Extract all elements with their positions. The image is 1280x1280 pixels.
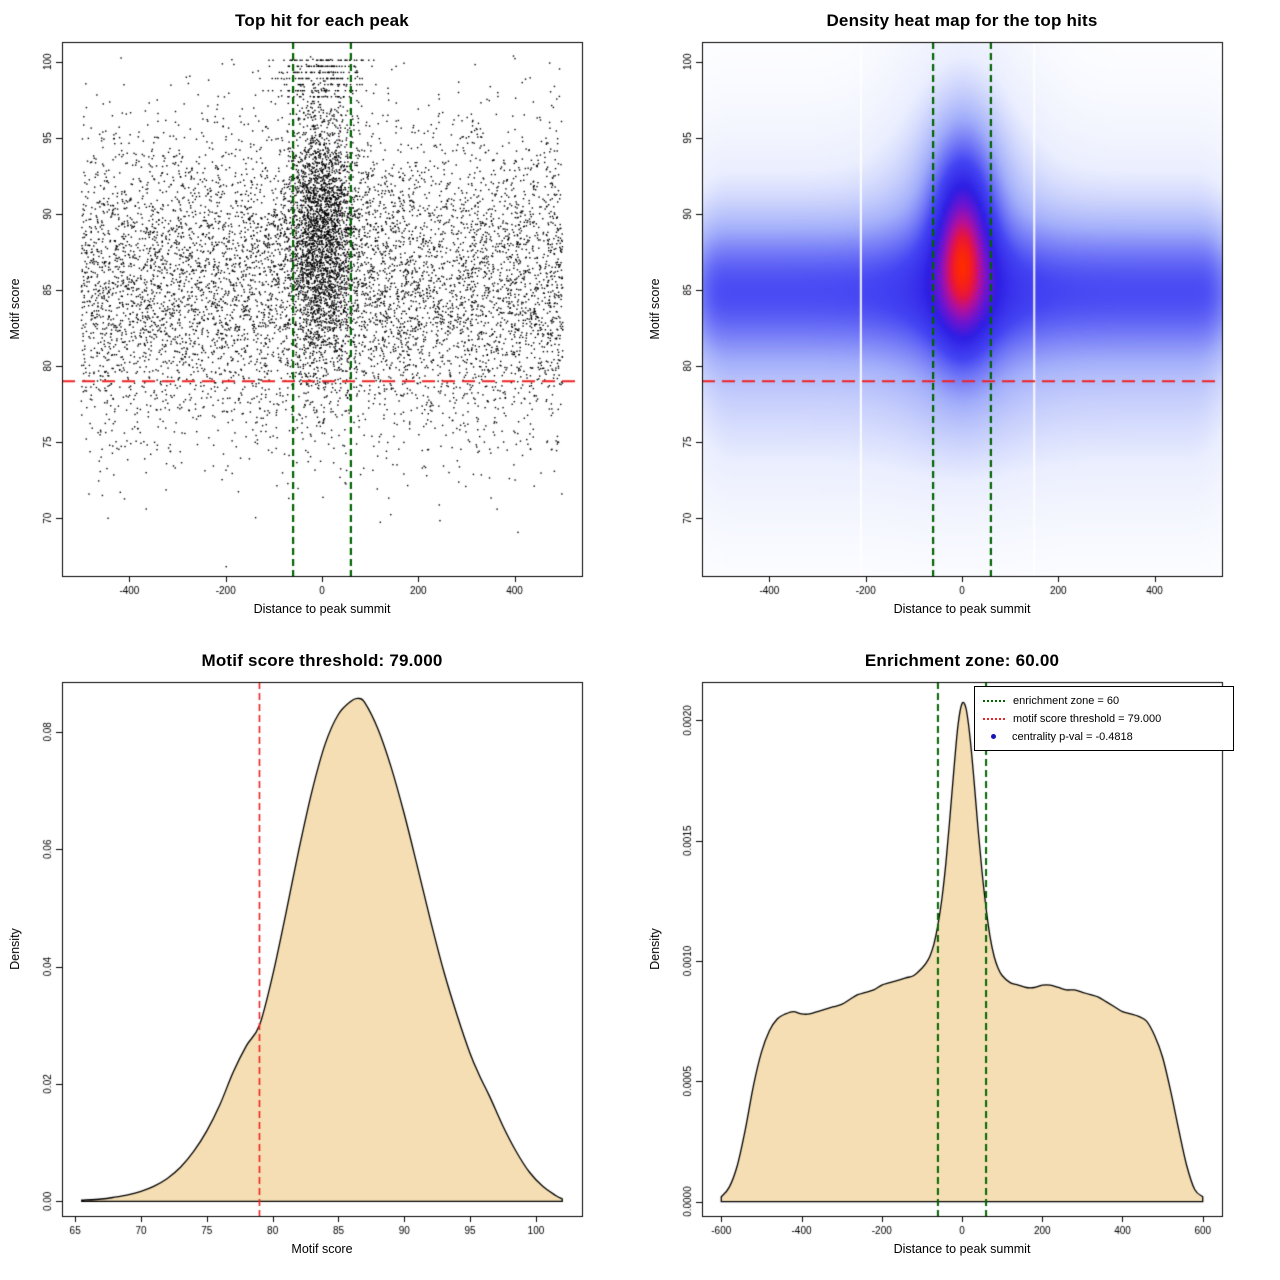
scatter-x-axis-label: Distance to peak summit [253,602,391,616]
scatter-y-axis-label: Motif score [8,278,22,340]
panel-density-heatmap: Density heat map for the top hits Distan… [640,0,1280,640]
score-density-title: Motif score threshold: 79.000 [201,651,443,670]
heatmap-y-axis-label: Motif score [648,278,662,340]
distance-density-title: Enrichment zone: 60.00 [864,651,1060,670]
scatter-plot-canvas [0,0,640,640]
heatmap-x-axis-label: Distance to peak summit [893,602,1031,616]
score-density-y-axis-label: Density [8,928,22,970]
score-density-x-axis-label: Motif score [291,1242,353,1256]
legend-item-score-threshold: motif score threshold = 79.000 [983,711,1225,726]
green-dotted-line-swatch [983,699,1005,702]
legend-item-enrichment-zone: enrichment zone = 60 [983,693,1225,708]
scatter-title: Top hit for each peak [235,11,409,30]
blue-dot-swatch [991,734,996,739]
plot-legend: enrichment zone = 60 motif score thresho… [974,686,1234,751]
panel-top-hit-scatter: Top hit for each peak Distance to peak s… [0,0,640,640]
red-dotted-line-swatch [983,717,1005,720]
score-density-canvas [0,640,640,1280]
legend-label: centrality p-val = -0.4818 [1012,730,1133,743]
heatmap-title: Density heat map for the top hits [826,11,1098,30]
distance-density-x-axis-label: Distance to peak summit [893,1242,1031,1256]
legend-label: enrichment zone = 60 [1013,694,1120,707]
legend-label: motif score threshold = 79.000 [1013,712,1162,725]
heatmap-canvas [640,0,1280,640]
legend-item-centrality-pval: centrality p-val = -0.4818 [983,729,1225,744]
distance-density-y-axis-label: Density [648,928,662,970]
panel-distance-density: Enrichment zone: 60.00 Distance to peak … [640,640,1280,1280]
panel-score-density: Motif score threshold: 79.000 Motif scor… [0,640,640,1280]
